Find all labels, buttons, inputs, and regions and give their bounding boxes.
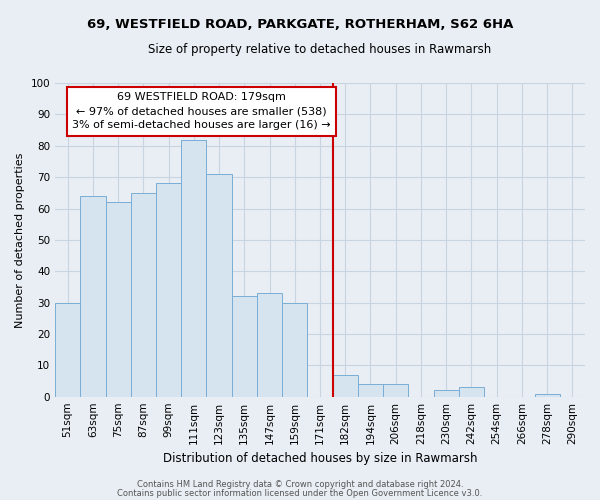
Text: Contains HM Land Registry data © Crown copyright and database right 2024.: Contains HM Land Registry data © Crown c…	[137, 480, 463, 489]
Bar	[206, 174, 232, 396]
Y-axis label: Number of detached properties: Number of detached properties	[15, 152, 25, 328]
Bar	[459, 388, 484, 396]
Bar	[232, 296, 257, 396]
Bar	[535, 394, 560, 396]
Bar	[181, 140, 206, 396]
Bar	[55, 302, 80, 396]
Bar	[282, 302, 307, 396]
Text: Contains public sector information licensed under the Open Government Licence v3: Contains public sector information licen…	[118, 488, 482, 498]
Title: Size of property relative to detached houses in Rawmarsh: Size of property relative to detached ho…	[148, 42, 491, 56]
Text: 69, WESTFIELD ROAD, PARKGATE, ROTHERHAM, S62 6HA: 69, WESTFIELD ROAD, PARKGATE, ROTHERHAM,…	[87, 18, 513, 30]
Bar	[383, 384, 409, 396]
Bar	[106, 202, 131, 396]
Text: 69 WESTFIELD ROAD: 179sqm
← 97% of detached houses are smaller (538)
3% of semi-: 69 WESTFIELD ROAD: 179sqm ← 97% of detac…	[72, 92, 331, 130]
Bar	[257, 293, 282, 397]
Bar	[156, 184, 181, 396]
Bar	[358, 384, 383, 396]
Bar	[434, 390, 459, 396]
X-axis label: Distribution of detached houses by size in Rawmarsh: Distribution of detached houses by size …	[163, 452, 477, 465]
Bar	[131, 193, 156, 396]
Bar	[80, 196, 106, 396]
Bar	[332, 374, 358, 396]
